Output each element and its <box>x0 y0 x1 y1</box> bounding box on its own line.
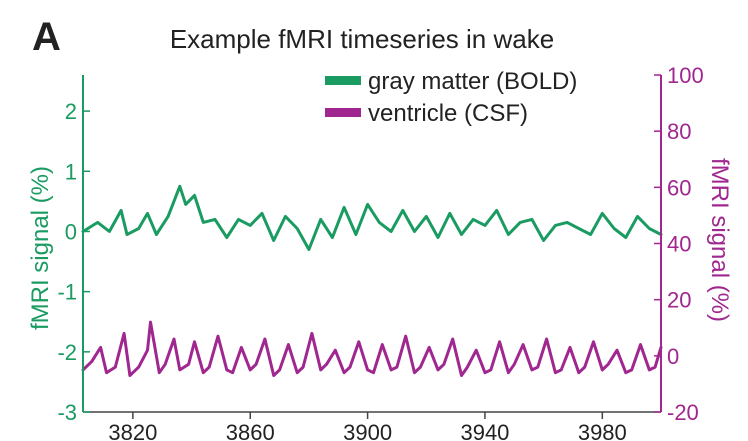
panel-label: A <box>32 15 61 59</box>
right-tick-label: 80 <box>667 119 691 144</box>
x-ticks: 3820 3860 3900 3940 3980 <box>108 412 627 441</box>
legend: gray matter (BOLD) ventricle (CSF) <box>325 68 577 127</box>
right-axis-label: fMRI signal (%) <box>706 158 733 322</box>
left-tick-label: -2 <box>57 340 77 365</box>
x-tick-label: 3820 <box>108 420 157 441</box>
right-tick-label: 40 <box>667 232 691 257</box>
left-tick-label: 2 <box>65 99 77 124</box>
left-axis-label: fMRI signal (%) <box>27 166 54 330</box>
right-tick-label: 100 <box>667 63 704 88</box>
left-ticks: -3 -2 -1 0 1 2 <box>57 99 90 425</box>
legend-label-bold: gray matter (BOLD) <box>368 68 577 95</box>
series-layer <box>81 184 663 377</box>
x-tick-label: 3900 <box>343 420 392 441</box>
right-ticks: -20 0 20 40 60 80 100 <box>654 63 704 425</box>
axes: 3820 3860 3900 3940 3980 -3 -2 -1 0 1 2 -20 0 20 40 6… <box>57 63 703 441</box>
right-tick-label: 0 <box>667 344 679 369</box>
right-tick-label: -20 <box>667 400 699 425</box>
chart-title: Example fMRI timeseries in wake <box>170 24 554 54</box>
legend-swatch-bold <box>325 76 361 85</box>
x-tick-label: 3940 <box>460 420 509 441</box>
x-tick-label: 3860 <box>226 420 275 441</box>
left-tick-label: -1 <box>57 280 77 305</box>
left-tick-label: 1 <box>65 159 77 184</box>
left-tick-label: -3 <box>57 400 77 425</box>
legend-swatch-csf <box>325 108 361 117</box>
left-tick-label: 0 <box>65 219 77 244</box>
series-line-bold <box>81 184 663 251</box>
right-tick-label: 60 <box>667 175 691 200</box>
x-tick-label: 3980 <box>578 420 627 441</box>
series-line-csf <box>81 320 663 377</box>
legend-label-csf: ventricle (CSF) <box>368 100 528 127</box>
right-tick-label: 20 <box>667 288 691 313</box>
